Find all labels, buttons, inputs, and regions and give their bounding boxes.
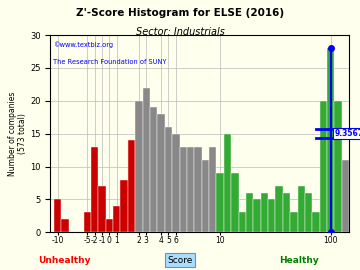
Bar	[268, 199, 275, 232]
Bar	[283, 193, 290, 232]
Bar	[98, 186, 106, 232]
Text: ©www.textbiz.org: ©www.textbiz.org	[53, 41, 113, 48]
Bar	[143, 88, 150, 232]
Bar	[239, 212, 246, 232]
Bar	[342, 160, 349, 232]
Text: Healthy: Healthy	[279, 256, 319, 265]
Bar	[231, 173, 239, 232]
Bar	[194, 147, 202, 232]
Bar	[91, 147, 98, 232]
Bar	[216, 173, 224, 232]
Bar	[121, 180, 128, 232]
Bar	[165, 127, 172, 232]
Bar	[135, 101, 143, 232]
Bar	[172, 134, 180, 232]
Bar	[298, 186, 305, 232]
Text: 9.3567: 9.3567	[334, 129, 360, 138]
Bar	[209, 147, 216, 232]
Y-axis label: Number of companies
(573 total): Number of companies (573 total)	[8, 92, 27, 176]
Bar	[312, 212, 320, 232]
Text: Score: Score	[167, 256, 193, 265]
Text: Z'-Score Histogram for ELSE (2016): Z'-Score Histogram for ELSE (2016)	[76, 8, 284, 18]
Bar	[128, 140, 135, 232]
Text: Sector: Industrials: Sector: Industrials	[136, 27, 224, 37]
Bar	[113, 206, 121, 232]
Bar	[187, 147, 194, 232]
Text: Unhealthy: Unhealthy	[39, 256, 91, 265]
Bar	[106, 219, 113, 232]
Bar	[320, 101, 327, 232]
Bar	[261, 193, 268, 232]
Bar	[290, 212, 298, 232]
Bar	[246, 193, 253, 232]
Bar	[84, 212, 91, 232]
Bar	[150, 107, 157, 232]
Bar	[157, 114, 165, 232]
Bar	[305, 193, 312, 232]
Bar	[334, 101, 342, 232]
Bar	[253, 199, 261, 232]
Text: The Research Foundation of SUNY: The Research Foundation of SUNY	[53, 59, 167, 65]
Bar	[180, 147, 187, 232]
Bar	[54, 199, 62, 232]
Bar	[275, 186, 283, 232]
Bar	[202, 160, 209, 232]
Bar	[224, 134, 231, 232]
Bar	[327, 48, 334, 232]
Bar	[62, 219, 69, 232]
